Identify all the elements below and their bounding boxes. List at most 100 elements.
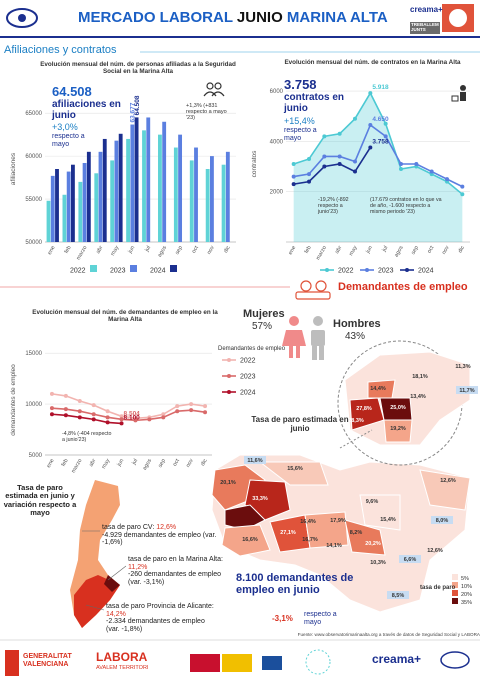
gender-pct: 43%: [345, 331, 366, 342]
label-box: [399, 555, 421, 563]
point: [291, 174, 296, 179]
bar: [134, 117, 139, 242]
map-label: 11,7%: [459, 388, 474, 394]
line: [51, 413, 122, 425]
map-label: 20,1%: [220, 480, 236, 486]
region-label: tasa de paro en la Marina Alta:: [128, 556, 223, 563]
regions-title: Tasa de paro estimada en junio y variaci…: [3, 483, 77, 517]
x-tick-label: jun: [116, 458, 125, 468]
region-rate: 14,2%: [106, 610, 126, 618]
bar: [210, 156, 214, 242]
bar: [118, 133, 123, 242]
logo: creama+: [372, 652, 422, 666]
bar: [46, 200, 51, 242]
x-tick-label: abr: [334, 245, 343, 255]
map-label: 12,6%: [427, 548, 443, 554]
change: +3,0%: [52, 122, 78, 132]
label-box: [431, 516, 453, 524]
map-label: 25,0%: [390, 405, 406, 411]
point: [460, 184, 465, 189]
legend-label: 2024: [240, 390, 256, 397]
point: [63, 393, 68, 398]
gva-logo: [5, 650, 19, 676]
bar: [205, 169, 210, 242]
bar: [189, 160, 194, 242]
point: [119, 421, 124, 426]
x-tick-label: nov: [185, 458, 195, 469]
bar: [142, 130, 146, 242]
legend-label: 2023: [240, 374, 256, 381]
point: [353, 159, 357, 164]
map-label: 33,3%: [252, 496, 268, 502]
x-tick-label: oct: [427, 245, 436, 255]
headline: 3.758: [284, 77, 317, 92]
legend-swatch: [227, 390, 231, 394]
point: [203, 410, 208, 415]
pactes-logo: [305, 649, 331, 675]
label-box: [244, 456, 266, 464]
point: [63, 413, 68, 418]
bar: [82, 162, 87, 242]
point: [307, 172, 311, 177]
line: [293, 147, 372, 185]
x-tick-label: may: [110, 245, 121, 257]
x-tick-label: marzo: [315, 245, 328, 261]
legend-swatch: [452, 598, 458, 604]
map-label: 13,4%: [410, 394, 426, 400]
legend-swatch: [227, 374, 231, 378]
line: [293, 123, 463, 188]
worker-icon: [451, 85, 466, 102]
header-rule: [0, 36, 480, 38]
point: [91, 412, 96, 417]
point: [77, 415, 82, 420]
change-text: respecto a mayo: [284, 127, 317, 142]
map-label: 14,1%: [326, 543, 342, 549]
map-label: 11,6%: [247, 458, 262, 464]
point: [368, 123, 373, 127]
map-label: 10,3%: [370, 560, 386, 566]
bar: [78, 181, 83, 242]
point: [91, 403, 96, 408]
region-rate: 11,2%: [128, 563, 148, 571]
point: [368, 91, 373, 96]
area: [293, 93, 463, 242]
y-tick-label: 6000: [270, 89, 284, 95]
point: [161, 412, 166, 417]
people-icon: [203, 82, 225, 97]
legend-swatch: [405, 268, 409, 272]
bar: [86, 151, 91, 242]
map-label: 12,6%: [440, 478, 456, 484]
logo: TREBALLEM JUNTS: [411, 22, 439, 32]
bar: [194, 147, 198, 242]
legend-label: 2024: [150, 268, 166, 275]
eye-pupil: [18, 14, 26, 22]
x-tick-label: agos: [157, 245, 168, 259]
bar: [162, 121, 167, 242]
point: [353, 169, 357, 174]
legend-label: 2023: [378, 268, 394, 275]
bar: [50, 175, 55, 242]
value-label: 64.508: [134, 95, 141, 115]
region-rate: 12,6%: [156, 524, 177, 531]
legend-swatch: [170, 265, 177, 272]
source: Fuente: www.observatorimarinaalta.org a …: [297, 632, 480, 637]
point: [445, 177, 449, 182]
y-tick-label: 55000: [25, 197, 42, 203]
value-label: 63.677: [130, 102, 137, 122]
legend-label: 2024: [418, 268, 434, 275]
legend-label: 35%: [461, 600, 472, 606]
bar: [130, 124, 135, 242]
region-label: tasa de paro Provincia de Alicante:: [106, 603, 214, 610]
point: [105, 409, 110, 414]
value-label: 5.918: [372, 84, 389, 91]
logo: LABORA: [96, 650, 148, 664]
point: [105, 415, 110, 420]
value-label: 8.504: [124, 410, 141, 417]
point: [429, 169, 434, 174]
legend-title: Demandantes de empleo: [218, 346, 286, 352]
bar: [110, 160, 115, 242]
eye-logo: [6, 8, 38, 28]
point: [322, 164, 327, 169]
x-tick-label: jun: [365, 245, 374, 255]
x-tick-label: nov: [441, 245, 451, 256]
